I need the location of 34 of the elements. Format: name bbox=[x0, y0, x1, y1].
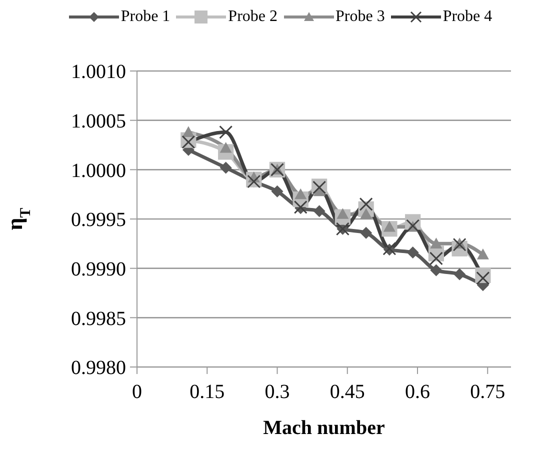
x-tick-label: 0.15 bbox=[190, 381, 225, 404]
point bbox=[220, 162, 232, 174]
x-tick-label: 0.75 bbox=[470, 381, 506, 404]
point bbox=[271, 185, 284, 198]
legend-label: Probe 1 bbox=[120, 8, 170, 26]
x-tick-label: 0.3 bbox=[264, 381, 290, 404]
legend-label: Probe 2 bbox=[228, 8, 278, 26]
x-tick-label: 0 bbox=[132, 381, 142, 404]
y-tick-label: 1.0010 bbox=[71, 61, 126, 84]
point bbox=[360, 226, 372, 239]
point bbox=[219, 125, 233, 139]
point bbox=[430, 264, 442, 276]
point bbox=[476, 271, 490, 285]
x-tick-label: 0.6 bbox=[405, 381, 430, 404]
x-tick-label: 0.45 bbox=[330, 381, 365, 404]
y-tick-label: 0.9995 bbox=[71, 209, 126, 232]
legend-label: Probe 4 bbox=[442, 8, 492, 26]
y-tick-label: 1.0005 bbox=[71, 110, 126, 132]
y-tick-label: 0.9985 bbox=[71, 308, 126, 330]
point bbox=[313, 205, 326, 218]
point bbox=[182, 135, 196, 149]
point bbox=[182, 126, 194, 137]
point bbox=[430, 238, 442, 248]
y-tick-label: 0.9980 bbox=[71, 357, 126, 380]
y-tick-label: 0.9990 bbox=[71, 258, 126, 280]
x-axis-title: Mach number bbox=[263, 417, 385, 439]
point bbox=[359, 197, 373, 211]
point bbox=[452, 238, 466, 252]
point bbox=[429, 252, 443, 266]
point bbox=[406, 246, 419, 259]
legend-label: Probe 3 bbox=[336, 8, 385, 26]
y-tick-label: 1.0000 bbox=[71, 160, 126, 182]
point bbox=[454, 268, 466, 280]
point bbox=[476, 248, 489, 260]
